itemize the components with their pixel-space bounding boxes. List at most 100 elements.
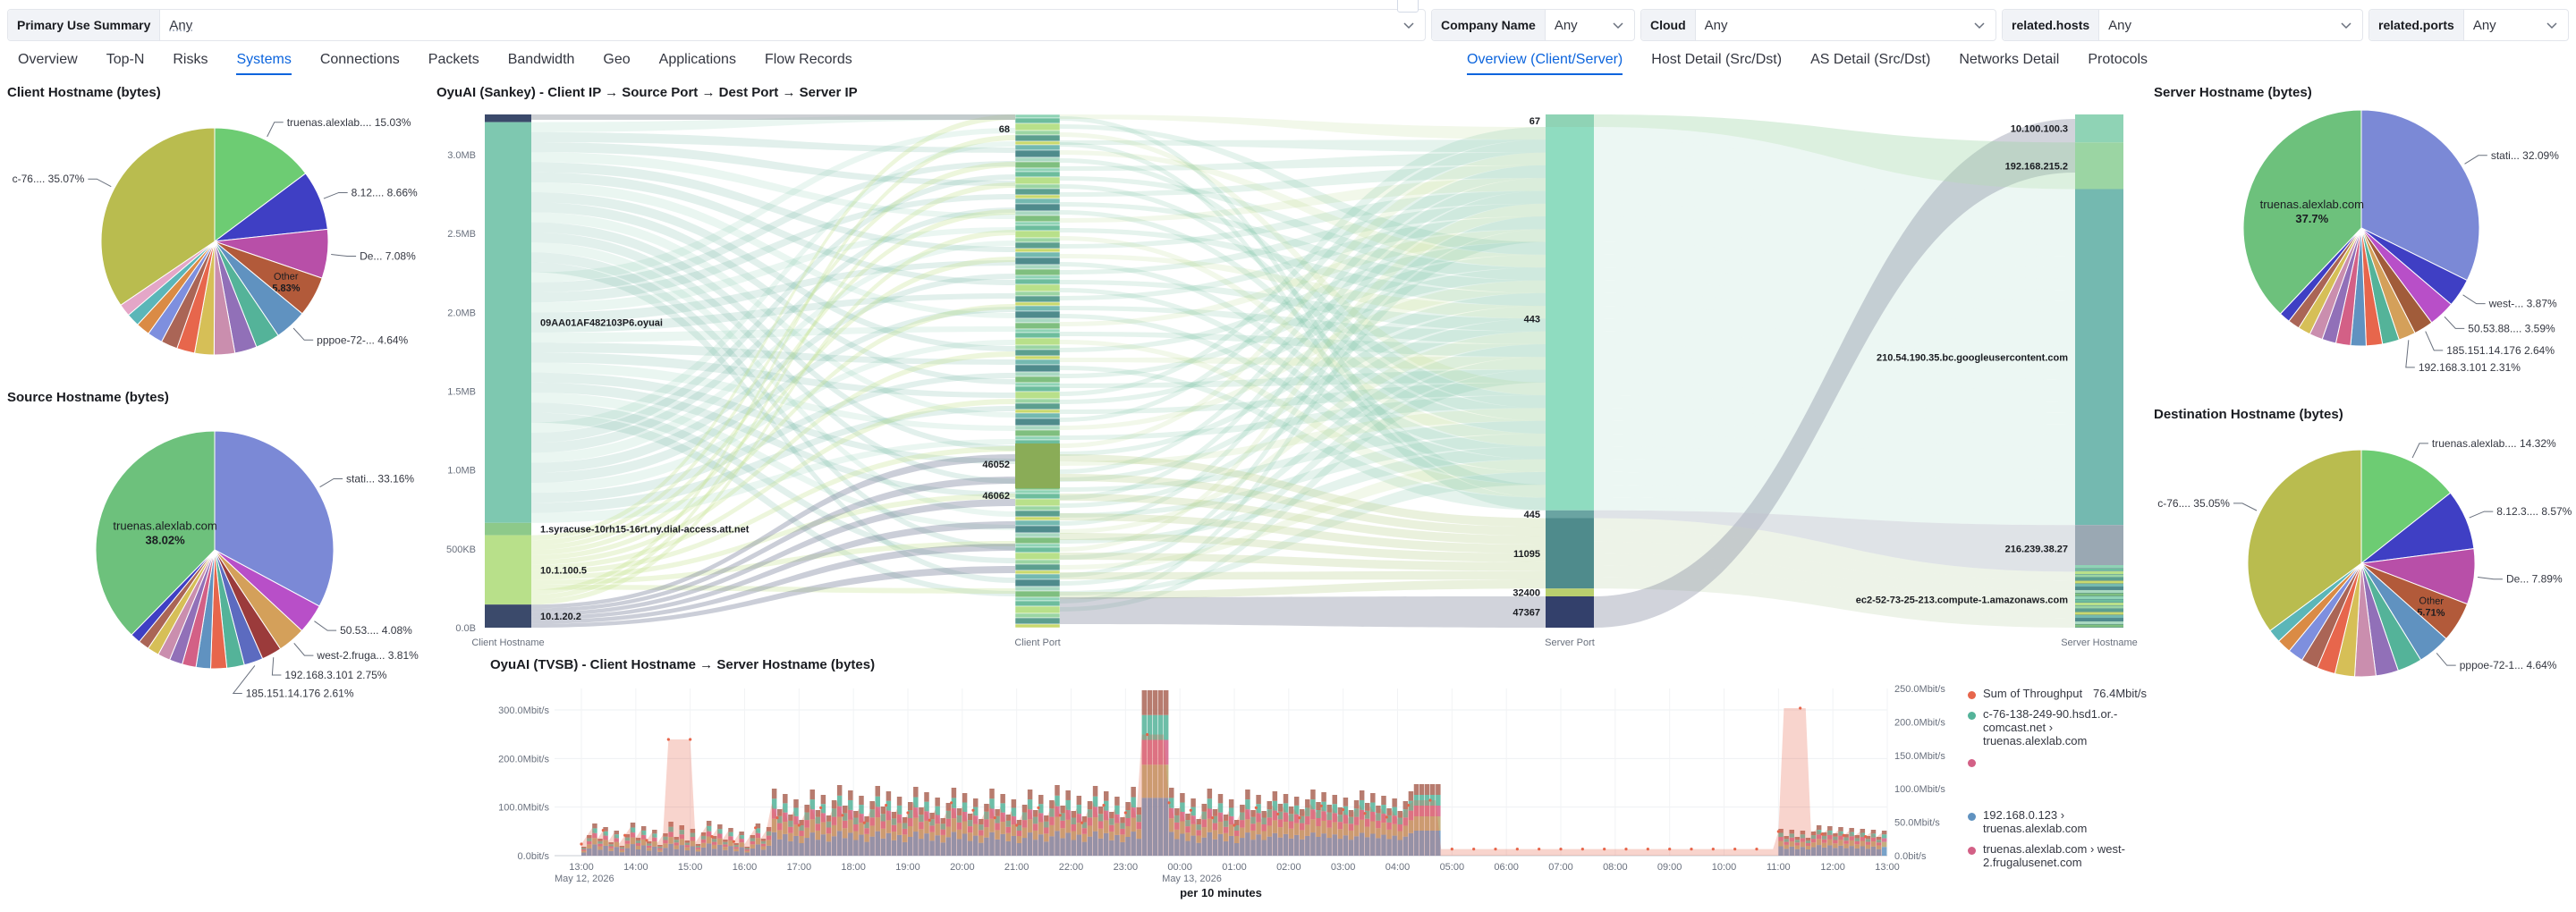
- tvsb-bar[interactable]: [995, 815, 1000, 823]
- tvsb-bar[interactable]: [1261, 817, 1267, 825]
- tvsb-bar[interactable]: [1326, 838, 1332, 856]
- tvsb-bar[interactable]: [1049, 800, 1055, 809]
- tvsb-bar[interactable]: [1097, 806, 1104, 815]
- tvsb-bar[interactable]: [1376, 820, 1381, 829]
- tvsb-bar[interactable]: [1104, 791, 1109, 801]
- tvsb-bar[interactable]: [880, 814, 886, 822]
- throughput-point[interactable]: [1254, 806, 1258, 809]
- tvsb-bar[interactable]: [663, 836, 668, 840]
- sankey-link[interactable]: [531, 412, 1015, 596]
- client-port-node[interactable]: [1014, 371, 1061, 377]
- tvsb-bar[interactable]: [1191, 815, 1196, 824]
- tvsb-bar[interactable]: [826, 815, 832, 822]
- tvsb-bar[interactable]: [788, 815, 793, 821]
- tvsb-bar[interactable]: [1152, 764, 1158, 798]
- throughput-point[interactable]: [623, 833, 627, 837]
- sankey-link[interactable]: [1060, 533, 1546, 562]
- sankey-link[interactable]: [1594, 114, 2075, 190]
- tvsb-bar[interactable]: [1789, 841, 1794, 847]
- tvsb-bar[interactable]: [820, 795, 826, 805]
- tvsb-bar[interactable]: [831, 824, 837, 837]
- sankey-link[interactable]: [1060, 553, 1546, 571]
- tvsb-bar[interactable]: [1778, 829, 1784, 833]
- tvsb-bar[interactable]: [624, 840, 631, 844]
- client-port-node[interactable]: [1014, 176, 1061, 185]
- tvsb-bar[interactable]: [1065, 809, 1071, 820]
- tvsb-bar[interactable]: [1337, 807, 1343, 815]
- sankey-link[interactable]: [531, 135, 1015, 595]
- throughput-point[interactable]: [666, 738, 670, 741]
- tvsb-bar[interactable]: [723, 844, 728, 848]
- sankey-link[interactable]: [1594, 577, 2075, 628]
- tvsb-bar[interactable]: [1810, 832, 1817, 836]
- tvsb-bar[interactable]: [1185, 840, 1191, 856]
- tvsb-bar[interactable]: [1326, 812, 1332, 821]
- tvsb-bar[interactable]: [1397, 811, 1402, 818]
- tvsb-bar[interactable]: [1816, 830, 1822, 835]
- tvsb-bar[interactable]: [700, 839, 707, 843]
- tvsb-bar[interactable]: [1038, 822, 1044, 835]
- tvsb-bar[interactable]: [1065, 790, 1071, 800]
- client-port-node[interactable]: [1014, 328, 1061, 334]
- tvsb-bar[interactable]: [919, 807, 924, 815]
- sankey-link[interactable]: [531, 541, 1015, 585]
- tvsb-bar[interactable]: [777, 830, 783, 840]
- tvsb-bar[interactable]: [1794, 842, 1801, 846]
- tvsb-bar[interactable]: [1288, 838, 1294, 856]
- tvsb-bar[interactable]: [1870, 830, 1877, 834]
- tvsb-bar[interactable]: [1038, 834, 1044, 856]
- tvsb-bar[interactable]: [712, 841, 717, 845]
- legend-item[interactable]: truenas.alexlab.com › west-2.frugalusene…: [1968, 842, 2147, 869]
- tvsb-bar[interactable]: [1163, 798, 1169, 856]
- tvsb-bar[interactable]: [597, 840, 603, 844]
- sankey-link[interactable]: [531, 351, 1015, 565]
- sankey-link[interactable]: [1594, 127, 2075, 201]
- throughput-point[interactable]: [1342, 807, 1345, 812]
- sankey-node[interactable]: [2075, 525, 2123, 572]
- tvsb-bar[interactable]: [859, 823, 864, 835]
- tvsb-bar[interactable]: [984, 837, 989, 856]
- client-port-node[interactable]: [1014, 322, 1061, 330]
- tvsb-bar[interactable]: [1060, 828, 1065, 839]
- tvsb-bar[interactable]: [1784, 844, 1789, 849]
- pie-slice[interactable]: [2247, 449, 2362, 632]
- client-port-node[interactable]: [1014, 398, 1061, 404]
- tvsb-bar[interactable]: [684, 847, 691, 851]
- sankey-link[interactable]: [1594, 518, 2075, 581]
- tvsb-bar[interactable]: [1044, 815, 1049, 822]
- tvsb-bar[interactable]: [1049, 816, 1055, 825]
- server-hostname-pie[interactable]: stati... 32.09% west-... 3.87% 50.53.88...…: [2147, 98, 2576, 393]
- tvsb-bar[interactable]: [1092, 831, 1098, 856]
- tvsb-bar[interactable]: [984, 811, 989, 820]
- sankey-link[interactable]: [1060, 190, 1546, 526]
- tvsb-bar[interactable]: [1854, 840, 1860, 845]
- tvsb-bar[interactable]: [815, 840, 821, 856]
- tvsb-bar[interactable]: [712, 839, 717, 842]
- tvsb-bar[interactable]: [913, 832, 919, 856]
- client-port-node[interactable]: [1014, 274, 1061, 280]
- tvsb-bar[interactable]: [1125, 802, 1131, 810]
- tvsb-bar[interactable]: [1152, 798, 1158, 856]
- tvsb-bar[interactable]: [869, 817, 875, 826]
- tvsb-bar[interactable]: [674, 840, 679, 843]
- tvsb-bar[interactable]: [1343, 823, 1349, 836]
- tvsb-bar[interactable]: [1201, 837, 1207, 856]
- sankey-link[interactable]: [531, 494, 1015, 580]
- tvsb-bar[interactable]: [684, 842, 691, 846]
- tvsb-bar[interactable]: [1310, 832, 1316, 856]
- tvsb-bar[interactable]: [1419, 806, 1425, 816]
- tvsb-bar[interactable]: [919, 822, 924, 830]
- tvsb-bar[interactable]: [608, 846, 614, 849]
- tvsb-bar[interactable]: [674, 845, 679, 849]
- tvsb-bar[interactable]: [1365, 803, 1370, 811]
- tvsb-bar[interactable]: [1267, 817, 1272, 826]
- tvsb-bar[interactable]: [1097, 821, 1104, 829]
- throughput-point[interactable]: [885, 804, 888, 807]
- tvsb-bar[interactable]: [1424, 784, 1430, 795]
- client-port-node[interactable]: [1014, 510, 1061, 518]
- tvsb-bar[interactable]: [1191, 835, 1196, 856]
- sankey-link[interactable]: [1060, 152, 1546, 171]
- tvsb-bar[interactable]: [723, 847, 728, 850]
- tvsb-bar[interactable]: [956, 822, 962, 830]
- tvsb-bar[interactable]: [712, 836, 717, 840]
